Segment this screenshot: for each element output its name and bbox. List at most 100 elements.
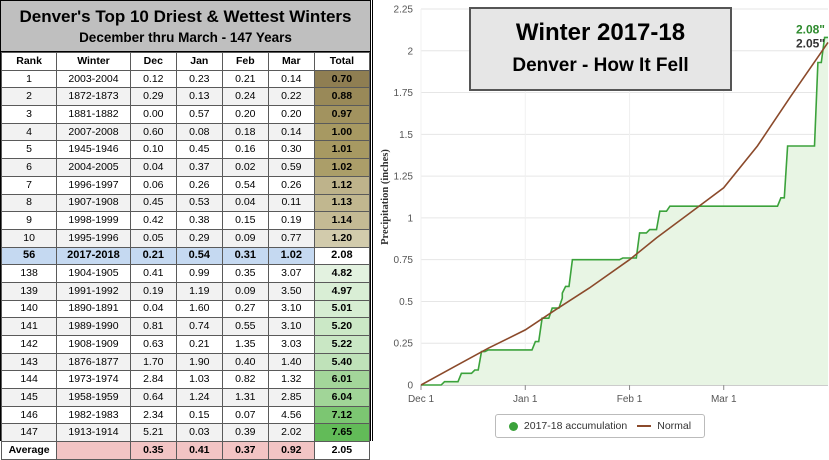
feb-cell: 0.40 (221, 352, 269, 372)
mar-cell: 2.85 (267, 388, 315, 407)
dec-cell: 1.70 (129, 352, 177, 372)
jan-cell: 0.74 (175, 317, 223, 336)
rank-cell: 139 (0, 281, 58, 301)
mar-cell: 3.07 (267, 264, 315, 283)
total-cell: 1.14 (313, 211, 371, 230)
table-body: 1 2003-2004 0.12 0.23 0.21 0.14 0.70 2 1872-1873… (0, 69, 371, 443)
dec-cell: 0.10 (129, 140, 177, 160)
mar-cell: 2.02 (267, 423, 315, 443)
dec-cell: 0.19 (129, 281, 177, 301)
y-tick-label: 1 (407, 213, 413, 224)
total-cell: 1.00 (313, 122, 371, 142)
dec-cell: 0.41 (129, 264, 177, 283)
rank-cell: 4 (0, 122, 58, 142)
table-row: 142 1908-1909 0.63 0.21 1.35 3.03 5.22 (0, 335, 371, 354)
legend-label-normal: Normal (657, 420, 692, 432)
total-cell: 1.12 (313, 175, 371, 195)
banner-subtitle: Denver - How It Fell (512, 55, 689, 76)
feb-cell: 0.09 (221, 228, 269, 248)
x-tick-label: Jan 1 (513, 394, 538, 405)
rank-cell: 7 (0, 175, 58, 195)
winter-cell: 2007-2008 (56, 122, 131, 142)
dec-cell: 2.84 (129, 370, 177, 390)
table-row: 3 1881-1882 0.00 0.57 0.20 0.20 0.97 (0, 105, 371, 124)
mar-cell: 0.30 (267, 140, 315, 160)
feb-cell: 0.07 (221, 405, 269, 425)
jan-cell: 1.24 (175, 388, 223, 407)
feb-cell: 0.16 (221, 140, 269, 160)
winter-cell: 1872-1873 (56, 87, 131, 107)
y-tick-label: 0 (407, 381, 413, 392)
mar-cell: 4.56 (267, 405, 315, 425)
rank-cell: 5 (0, 140, 58, 160)
dec-cell: 0.45 (129, 193, 177, 213)
feb-cell: 1.31 (221, 388, 269, 407)
feb-cell: 0.55 (221, 317, 269, 336)
rank-cell: 2 (0, 87, 58, 107)
jan-cell: 0.99 (175, 264, 223, 283)
mar-cell: 1.02 (267, 246, 315, 266)
winter-cell: 1945-1946 (56, 140, 131, 160)
rank-cell: 147 (0, 423, 58, 443)
feb-cell: 0.54 (221, 175, 269, 195)
legend-item-normal[interactable]: Normal (637, 420, 691, 432)
winter-cell: 1998-1999 (56, 211, 131, 230)
table-row: 143 1876-1877 1.70 1.90 0.40 1.40 5.40 (0, 352, 371, 372)
accumulation-chart-panel: 0 0.25 0.5 0.75 1 1.25 1.5 1.75 2 2.25 Dec 1 Jan 1 F… (372, 0, 829, 441)
dec-cell: 5.21 (129, 423, 177, 443)
mar-cell: 3.10 (267, 317, 315, 336)
total-cell: 1.20 (313, 228, 371, 248)
winter-cell: 1881-1882 (56, 105, 131, 124)
rankings-table-panel: Denver's Top 10 Driest & Wettest Winters… (0, 0, 371, 460)
jan-cell: 0.54 (175, 246, 223, 266)
rank-cell: 1 (0, 69, 58, 89)
total-cell: 5.22 (313, 335, 371, 354)
jan-cell: 0.26 (175, 175, 223, 195)
dec-cell: 0.04 (129, 158, 177, 177)
total-cell: 5.40 (313, 352, 371, 372)
y-tick-label: 2.25 (394, 5, 414, 16)
jan-cell: 0.38 (175, 211, 223, 230)
rank-cell: 140 (0, 299, 58, 319)
winter-cell: 1991-1992 (56, 281, 131, 301)
col-header-winter: Winter (56, 52, 131, 71)
winter-cell: 2004-2005 (56, 158, 131, 177)
y-tick-label: 1.5 (399, 130, 413, 141)
jan-cell: 0.03 (175, 423, 223, 443)
col-header-rank: Rank (0, 52, 58, 71)
legend-item-accumulation[interactable]: 2017-18 accumulation (508, 420, 627, 432)
average-winter-cell (56, 441, 131, 460)
feb-cell: 0.09 (221, 281, 269, 301)
col-header-total: Total (313, 52, 371, 71)
feb-cell: 0.02 (221, 158, 269, 177)
rank-cell: 144 (0, 370, 58, 390)
winter-cell: 1890-1891 (56, 299, 131, 319)
mar-cell: 0.22 (267, 87, 315, 107)
winter-cell: 1913-1914 (56, 423, 131, 443)
jan-cell: 0.57 (175, 105, 223, 124)
table-row: 6 2004-2005 0.04 0.37 0.02 0.59 1.02 (0, 158, 371, 177)
table-title: Denver's Top 10 Driest & Wettest Winters (19, 7, 352, 26)
chart-legend: 2017-18 accumulation Normal (495, 414, 705, 438)
mar-cell: 0.59 (267, 158, 315, 177)
winter-cell: 1982-1983 (56, 405, 131, 425)
dec-cell: 0.60 (129, 122, 177, 142)
jan-cell: 1.60 (175, 299, 223, 319)
winter-cell: 1973-1974 (56, 370, 131, 390)
feb-cell: 0.39 (221, 423, 269, 443)
winter-cell: 1995-1996 (56, 228, 131, 248)
x-tick-label: Mar 1 (711, 394, 737, 405)
table-row: 4 2007-2008 0.60 0.08 0.18 0.14 1.00 (0, 122, 371, 142)
winter-cell: 2003-2004 (56, 69, 131, 89)
mar-cell: 0.19 (267, 211, 315, 230)
average-label: Average (0, 441, 58, 460)
jan-cell: 1.19 (175, 281, 223, 301)
mar-cell: 3.03 (267, 335, 315, 354)
table-column-headers: Rank Winter Dec Jan Feb Mar Total (0, 52, 371, 71)
legend-line-icon (637, 425, 652, 427)
table-row: 2 1872-1873 0.29 0.13 0.24 0.22 0.88 (0, 87, 371, 107)
total-cell: 6.04 (313, 388, 371, 407)
table-row: 7 1996-1997 0.06 0.26 0.54 0.26 1.12 (0, 175, 371, 195)
winter-cell: 1996-1997 (56, 175, 131, 195)
accumulation-line (421, 36, 828, 386)
